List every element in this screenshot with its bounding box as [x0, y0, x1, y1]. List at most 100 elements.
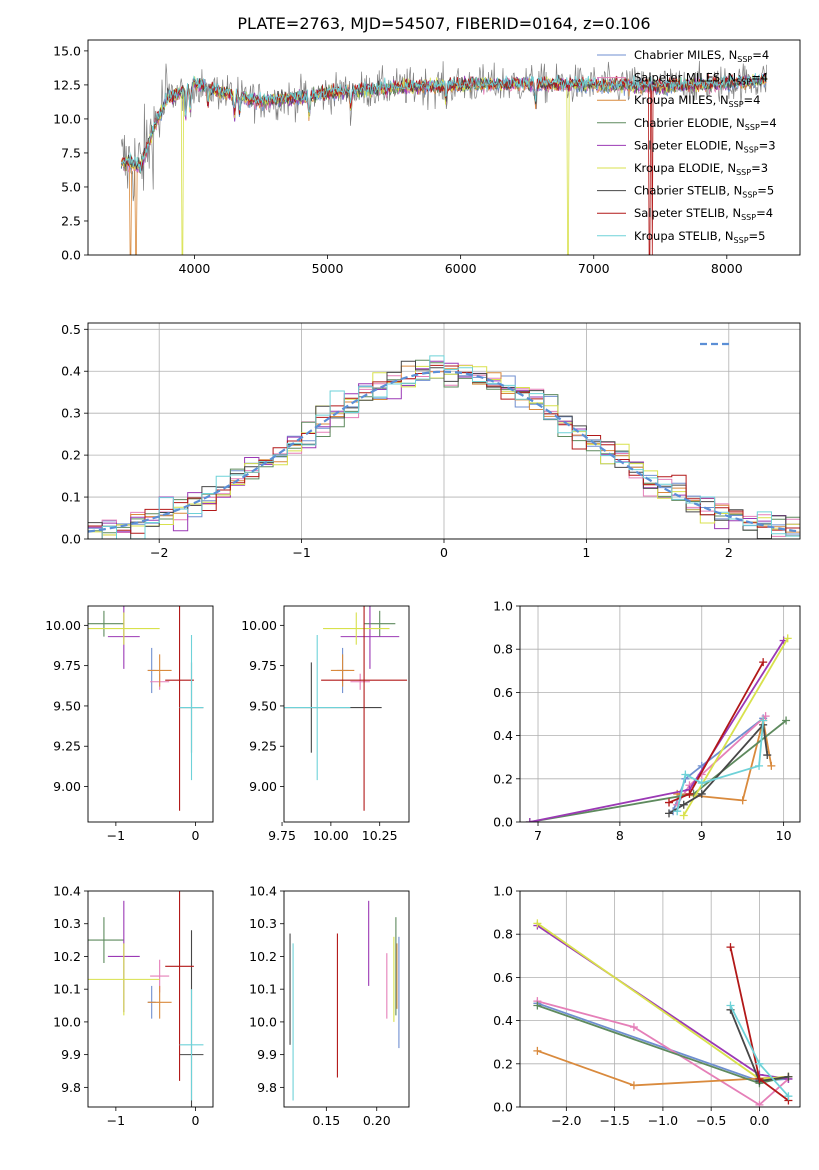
y-tick-label: 15.0: [53, 43, 81, 58]
y-tick-label: 10.1: [53, 982, 81, 997]
y-tick-label: 10.3: [53, 916, 81, 931]
legend-value: =5: [749, 229, 766, 243]
legend-subscript: SSP: [729, 100, 744, 109]
y-tick-label: 0.6: [493, 970, 513, 985]
x-tick-label: 8: [616, 828, 624, 843]
y-tick-label: 0.5: [61, 322, 81, 337]
x-tick-label: 1: [582, 545, 590, 560]
legend-label: Salpeter MILES, N: [634, 71, 736, 85]
y-tick-label: 0.4: [493, 728, 513, 743]
legend-entry: Kroupa STELIB, NSSP=5: [634, 229, 765, 245]
series-line: [677, 720, 773, 802]
y-tick-label: 9.50: [249, 698, 277, 713]
y-tick-label: 10.4: [249, 884, 277, 899]
y-tick-label: 0.2: [61, 448, 81, 463]
x-tick-label: 2: [725, 545, 733, 560]
figure-title: PLATE=2763, MJD=54507, FIBERID=0164, z=0…: [237, 14, 650, 33]
y-tick-label: 0.3: [61, 406, 81, 421]
x-tick-label: −2: [150, 545, 168, 560]
x-tick-label: −0.5: [696, 1113, 726, 1128]
y-tick-label: 9.00: [249, 779, 277, 794]
x-tick-label: 7: [534, 828, 542, 843]
series-marker: [759, 658, 768, 667]
legend-subscript: SSP: [744, 145, 759, 154]
x-tick-label: −1.5: [599, 1113, 629, 1128]
y-tick-label: 10.2: [53, 949, 81, 964]
y-tick-label: 2.5: [61, 213, 81, 228]
y-tick-label: 0.4: [493, 1013, 513, 1028]
y-tick-label: 10.00: [45, 618, 81, 633]
axes-frame: [87, 39, 801, 256]
series-marker: [679, 811, 688, 820]
y-tick-label: 9.25: [53, 739, 81, 754]
legend-entry: Salpeter MILES, NSSP=4: [634, 71, 768, 87]
y-tick-label: 9.9: [257, 1047, 277, 1062]
x-tick-label: 8000: [711, 261, 743, 276]
series-marker: [755, 1059, 764, 1068]
series-marker: [755, 1100, 764, 1107]
series-marker: [629, 1081, 638, 1090]
series-marker: [697, 789, 706, 798]
axes-frame: [519, 890, 801, 1108]
y-tick-label: 0.2: [493, 771, 513, 786]
series-marker: [525, 818, 534, 822]
y-tick-label: 9.75: [249, 658, 277, 673]
series-marker: [784, 1072, 793, 1081]
legend-entry: Kroupa ELODIE, NSSP=3: [634, 161, 768, 177]
legend-entry: Chabrier STELIB, NSSP=5: [634, 184, 774, 200]
legend-label: Salpeter ELODIE, N: [634, 138, 744, 152]
histogram-step: [88, 360, 800, 539]
y-tick-label: 12.5: [53, 77, 81, 92]
legend-label: Chabrier STELIB, N: [634, 184, 742, 198]
plot-area: [120, 60, 767, 255]
plot-area: [88, 606, 204, 811]
x-tick-label: 0.15: [312, 1113, 340, 1128]
y-tick-label: 0.0: [61, 532, 81, 547]
axes-residuals: −2 −1 0 1 2 0.0 0.1 0.2 0.3 0.4 0.5: [61, 322, 801, 560]
legend-subscript: SSP: [742, 191, 757, 200]
legend-subscript: SSP: [736, 78, 751, 87]
legend-value: =4: [756, 206, 773, 220]
plot-area: [520, 891, 800, 1107]
series-marker: [673, 807, 682, 816]
legend-value: =4: [760, 116, 777, 130]
series-marker: [629, 1023, 638, 1032]
series-marker: [665, 809, 674, 818]
x-tick-label: 10.25: [362, 828, 398, 843]
x-tick-label: 7000: [578, 261, 610, 276]
y-tick-label: 9.75: [53, 658, 81, 673]
axes-frame: [87, 605, 214, 823]
axes-massweight_vs_age: 7 8 9 10 0.0 0.2 0.4 0.6 0.8 1.0: [493, 599, 801, 843]
axes-age_vs_mass: 9.75 10.00 10.25 9.00 9.25 9.50 9.75 10.00: [241, 605, 410, 843]
x-tick-label: 0.20: [363, 1113, 391, 1128]
legend-subscript: SSP: [741, 213, 756, 222]
axes-frame: [283, 605, 410, 823]
legend-subscript: SSP: [737, 55, 752, 64]
series-marker: [761, 712, 770, 721]
legend-subscript: SSP: [736, 168, 751, 177]
series-marker: [681, 770, 690, 779]
legend-entry: Kroupa MILES, NSSP=4: [634, 93, 760, 109]
series-marker: [679, 800, 688, 809]
x-tick-label: 9: [698, 828, 706, 843]
series-marker: [697, 779, 706, 788]
series-marker: [767, 761, 776, 770]
plot-area: [284, 606, 408, 811]
y-tick-label: 7.5: [61, 145, 81, 160]
x-tick-label: 9.75: [268, 828, 296, 843]
series-marker: [755, 1074, 764, 1083]
series-marker: [726, 1001, 735, 1010]
y-tick-label: 9.9: [61, 1047, 81, 1062]
legend-label: Chabrier MILES, N: [634, 48, 737, 62]
series-line: [682, 637, 789, 816]
model-spectrum-line: [120, 73, 767, 255]
series-marker: [759, 716, 768, 725]
plot-area: [88, 323, 800, 539]
legend-label: Chabrier ELODIE, N: [634, 116, 745, 130]
x-tick-label: 10: [776, 828, 792, 843]
y-tick-label: 0.8: [493, 642, 513, 657]
y-tick-label: 10.3: [249, 916, 277, 931]
x-tick-label: 0: [192, 1113, 200, 1128]
y-tick-label: 0.2: [493, 1056, 513, 1071]
